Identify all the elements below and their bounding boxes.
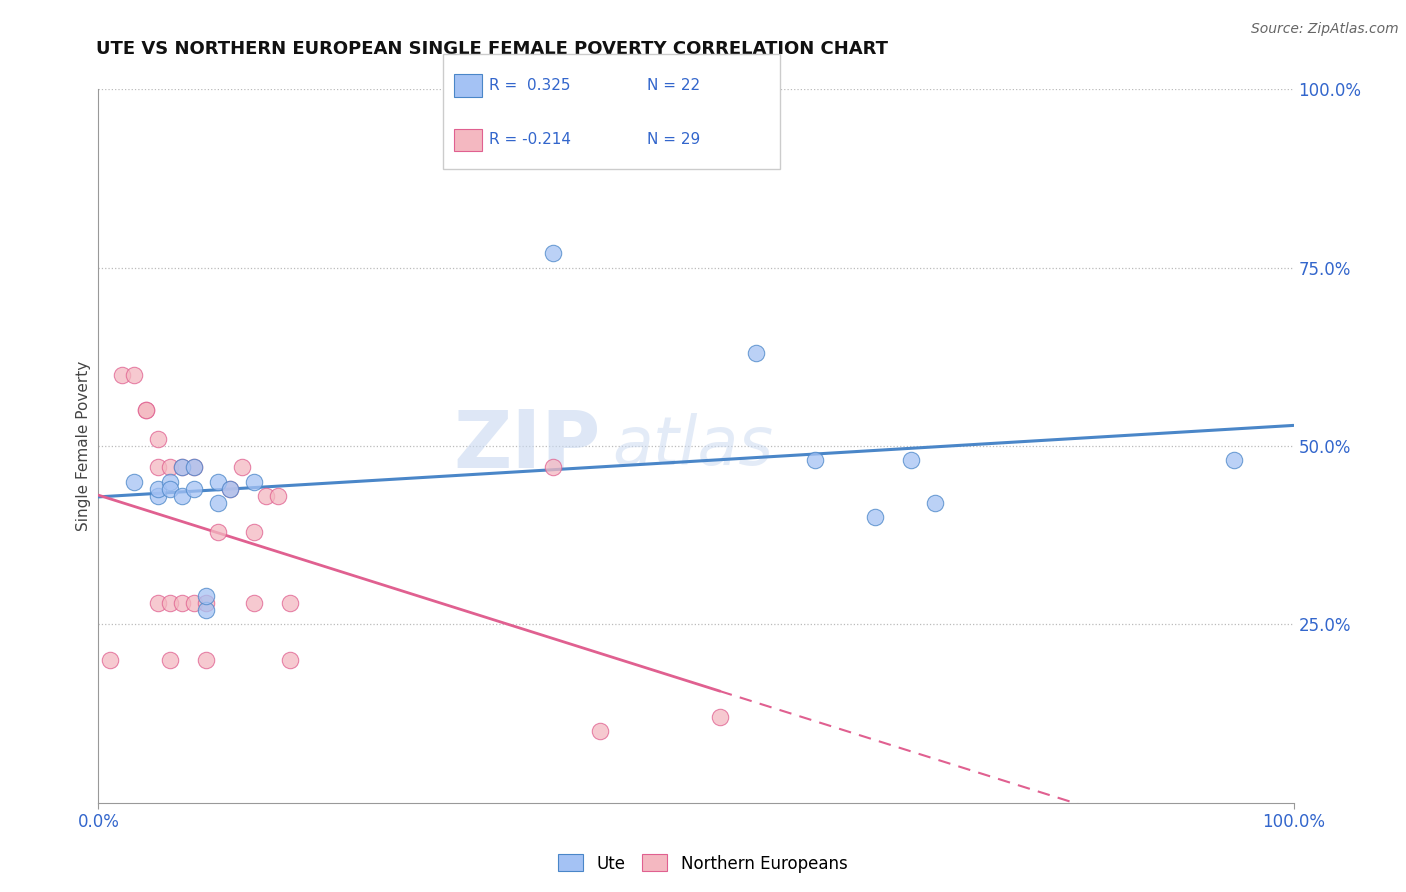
Point bbox=[135, 403, 157, 417]
Point bbox=[135, 403, 157, 417]
Point bbox=[148, 482, 170, 496]
Text: ZIP: ZIP bbox=[453, 407, 600, 485]
Point bbox=[172, 460, 194, 475]
Point bbox=[124, 368, 146, 382]
Point bbox=[243, 524, 266, 539]
Point bbox=[541, 460, 564, 475]
Point bbox=[148, 432, 170, 446]
Point bbox=[98, 653, 122, 667]
Point bbox=[219, 482, 242, 496]
Point bbox=[124, 475, 146, 489]
Legend: Ute, Northern Europeans: Ute, Northern Europeans bbox=[551, 847, 855, 880]
Point bbox=[159, 596, 181, 610]
Point bbox=[243, 596, 266, 610]
Point bbox=[219, 482, 242, 496]
Point bbox=[159, 653, 181, 667]
Point bbox=[863, 510, 887, 524]
Text: UTE VS NORTHERN EUROPEAN SINGLE FEMALE POVERTY CORRELATION CHART: UTE VS NORTHERN EUROPEAN SINGLE FEMALE P… bbox=[96, 40, 887, 58]
Point bbox=[194, 596, 218, 610]
Point bbox=[148, 596, 170, 610]
Point bbox=[745, 346, 768, 360]
Text: N = 22: N = 22 bbox=[647, 78, 700, 93]
Point bbox=[900, 453, 922, 467]
Text: R =  0.325: R = 0.325 bbox=[489, 78, 571, 93]
Point bbox=[172, 489, 194, 503]
Point bbox=[183, 460, 205, 475]
Point bbox=[159, 482, 181, 496]
Point bbox=[148, 460, 170, 475]
Point bbox=[172, 596, 194, 610]
Y-axis label: Single Female Poverty: Single Female Poverty bbox=[76, 361, 91, 531]
Point bbox=[254, 489, 277, 503]
Point bbox=[1222, 453, 1246, 467]
Text: Source: ZipAtlas.com: Source: ZipAtlas.com bbox=[1251, 22, 1399, 37]
Point bbox=[924, 496, 946, 510]
Point bbox=[183, 460, 205, 475]
Point bbox=[709, 710, 731, 724]
Point bbox=[194, 653, 218, 667]
Point bbox=[183, 596, 205, 610]
Point bbox=[243, 475, 266, 489]
Point bbox=[207, 496, 229, 510]
Point bbox=[207, 524, 229, 539]
Point bbox=[111, 368, 134, 382]
Point bbox=[278, 653, 301, 667]
Point bbox=[194, 603, 218, 617]
Text: N = 29: N = 29 bbox=[647, 132, 700, 147]
Point bbox=[159, 460, 181, 475]
Point bbox=[231, 460, 253, 475]
Text: R = -0.214: R = -0.214 bbox=[489, 132, 571, 147]
Point bbox=[172, 460, 194, 475]
Point bbox=[194, 589, 218, 603]
Point bbox=[589, 724, 612, 739]
Point bbox=[278, 596, 301, 610]
Point bbox=[541, 246, 564, 260]
Point bbox=[159, 475, 181, 489]
Point bbox=[148, 489, 170, 503]
Point bbox=[804, 453, 827, 467]
Point bbox=[267, 489, 290, 503]
Point bbox=[207, 475, 229, 489]
Point bbox=[183, 482, 205, 496]
Text: atlas: atlas bbox=[613, 413, 773, 479]
